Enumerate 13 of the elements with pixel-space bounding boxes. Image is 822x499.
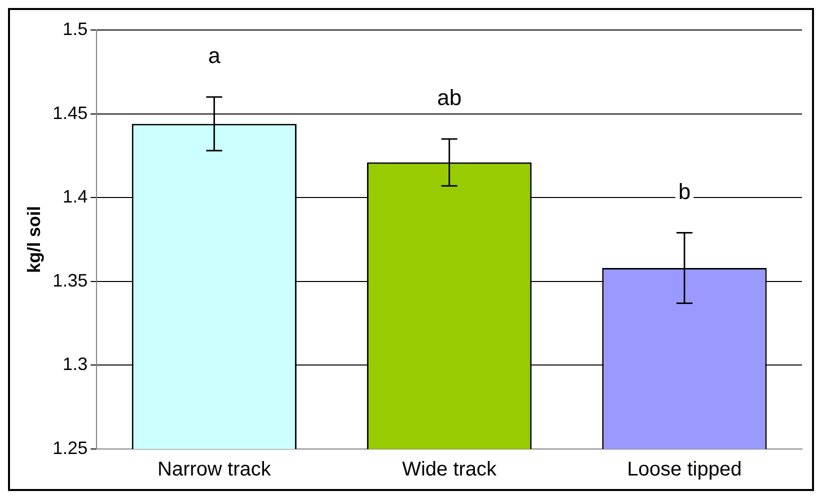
y-tick-label: 1.5 <box>62 18 88 39</box>
y-tick-label: 1.25 <box>52 438 88 458</box>
y-tick-label: 1.35 <box>52 270 88 290</box>
y-tick-label: 1.4 <box>62 186 88 207</box>
x-tick-label: Wide track <box>402 458 498 481</box>
annotation: ab <box>437 85 462 110</box>
annotation: b <box>678 178 691 204</box>
annotation: a <box>208 43 222 68</box>
y-tick-label: 1.45 <box>52 102 88 123</box>
x-tick-label: Narrow track <box>158 458 272 481</box>
y-tick-label: 1.3 <box>62 354 88 374</box>
x-tick-label: Loose tipped <box>627 458 742 481</box>
y-axis-title: kg/l soil <box>24 206 44 274</box>
